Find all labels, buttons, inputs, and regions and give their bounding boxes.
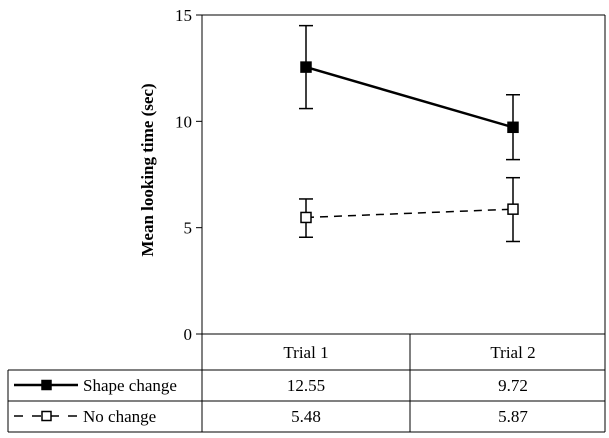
y-tick-label: 5 — [184, 219, 193, 238]
filled-square-marker — [507, 121, 519, 134]
legend-entry: No change — [14, 407, 156, 426]
y-tick-label: 0 — [184, 325, 193, 344]
data-table: Trial 1 Trial 2 — [7, 333, 606, 433]
series-line — [305, 208, 514, 219]
table-cell-value: 5.48 — [291, 407, 321, 426]
legend-entry: Shape change — [14, 376, 177, 395]
legend-label: No change — [83, 407, 156, 426]
y-tick-label: 15 — [175, 6, 192, 25]
series-layer: Shape change 12.55 9.72 No change 5.48 5.87 — [14, 24, 528, 426]
series-shape-change: Shape change 12.55 9.72 — [14, 24, 528, 395]
filled-square-marker — [300, 61, 312, 73]
plot-area — [202, 14, 606, 334]
open-square-marker — [300, 211, 312, 224]
legend-label: Shape change — [83, 376, 177, 395]
series-no-change: No change 5.48 5.87 — [14, 176, 528, 426]
legend-marker — [41, 379, 52, 391]
x-category-label: Trial 1 — [283, 343, 328, 362]
y-axis-label: Mean looking time (sec) — [138, 83, 157, 256]
open-square-marker — [507, 203, 519, 215]
y-axis: 0 5 10 15 — [175, 6, 203, 344]
x-category-label: Trial 2 — [490, 343, 535, 362]
table-cell-value: 5.87 — [498, 407, 528, 426]
table-cell-value: 12.55 — [287, 376, 325, 395]
series-line — [305, 65, 514, 129]
legend-marker — [41, 410, 52, 422]
y-tick-label: 10 — [175, 112, 192, 131]
table-cell-value: 9.72 — [498, 376, 528, 395]
